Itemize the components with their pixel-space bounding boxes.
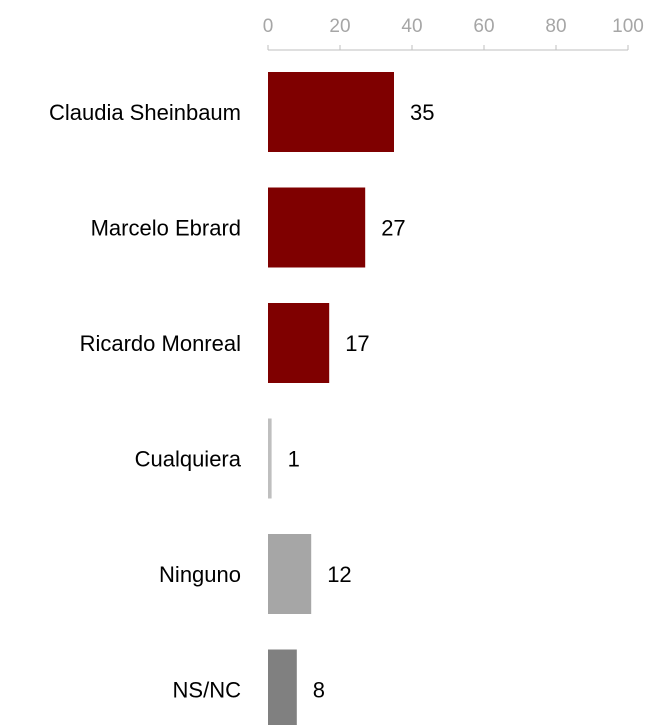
category-label: Cualquiera — [135, 447, 242, 472]
data-label: 8 — [313, 678, 325, 703]
category-label: Ninguno — [159, 562, 241, 587]
data-label: 12 — [327, 562, 351, 587]
x-tick-label: 80 — [545, 16, 566, 37]
category-label: Claudia Sheinbaum — [49, 100, 241, 125]
data-labels: 35 27 17 1 12 8 — [288, 100, 435, 703]
bars — [268, 72, 394, 725]
x-tick-label: 40 — [401, 16, 422, 37]
data-label: 27 — [381, 216, 405, 241]
x-tick-label: 0 — [263, 16, 274, 37]
category-label: Ricardo Monreal — [80, 331, 241, 356]
category-label: NS/NC — [173, 678, 242, 703]
x-axis: 0 20 40 60 80 100 — [263, 16, 644, 51]
x-tick-label: 20 — [329, 16, 350, 37]
data-label: 35 — [410, 100, 434, 125]
data-label: 17 — [345, 331, 369, 356]
bar — [268, 418, 272, 499]
x-tick-label: 60 — [473, 16, 494, 37]
category-label: Marcelo Ebrard — [91, 216, 241, 241]
bar — [268, 187, 366, 268]
bar — [268, 534, 312, 614]
bar — [268, 303, 330, 383]
x-tick-label: 100 — [612, 16, 644, 37]
bar — [268, 649, 297, 725]
data-label: 1 — [288, 447, 300, 472]
category-labels: Claudia Sheinbaum Marcelo Ebrard Ricardo M… — [49, 100, 242, 703]
bar — [268, 72, 394, 152]
